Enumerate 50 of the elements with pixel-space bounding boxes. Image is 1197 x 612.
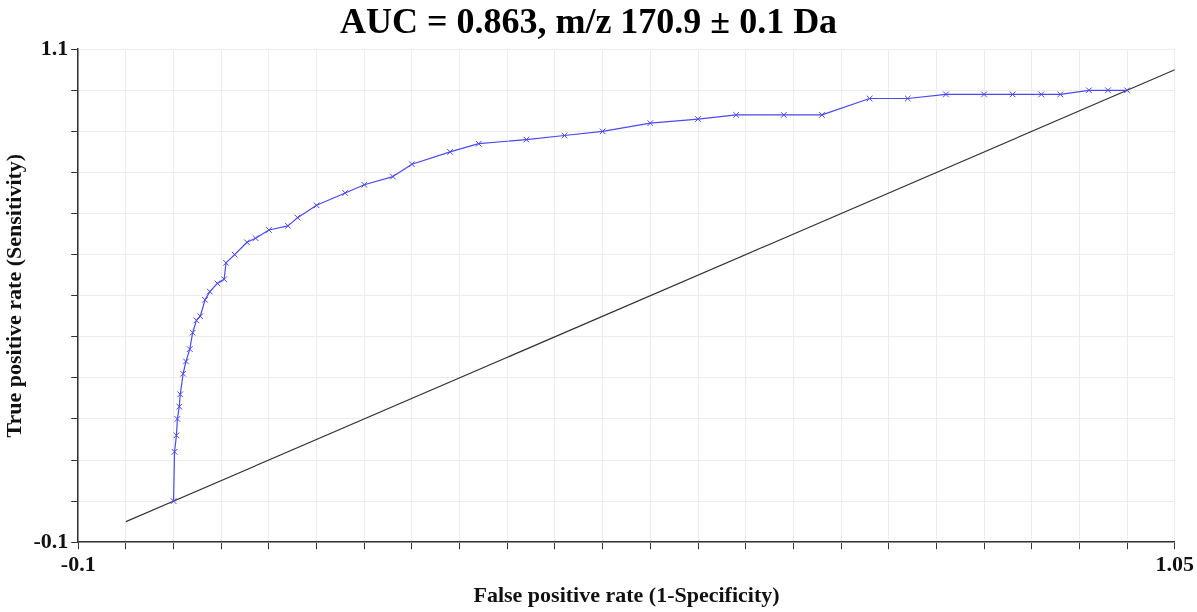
point xyxy=(904,95,912,102)
point xyxy=(389,173,397,180)
point xyxy=(175,403,183,410)
point xyxy=(360,181,368,189)
point xyxy=(1123,86,1131,94)
point xyxy=(220,275,228,283)
point xyxy=(341,189,349,197)
point xyxy=(1057,91,1064,98)
x-axis-title: False positive rate (1-Specificity) xyxy=(473,582,780,608)
point xyxy=(179,370,187,378)
point xyxy=(252,234,259,242)
point xyxy=(475,140,483,148)
point xyxy=(980,91,988,98)
point xyxy=(189,329,196,336)
point xyxy=(942,91,950,98)
point xyxy=(780,111,788,119)
chart-title: AUC = 0.863, m/z 170.9 ± 0.1 Da xyxy=(339,0,838,41)
point xyxy=(1104,86,1112,94)
point xyxy=(1085,86,1093,94)
y-axis-title: True positive rate (Sensitivity) xyxy=(0,153,26,438)
x-tick-label: 1.05 xyxy=(1155,551,1194,577)
point xyxy=(1009,91,1016,98)
point xyxy=(523,136,530,143)
point xyxy=(243,238,251,246)
point xyxy=(599,128,606,135)
point xyxy=(1037,91,1045,98)
point xyxy=(186,345,194,353)
point xyxy=(206,288,214,295)
point xyxy=(446,148,454,156)
point xyxy=(732,111,740,119)
point xyxy=(866,95,873,102)
point xyxy=(176,390,184,398)
point xyxy=(182,358,190,365)
point xyxy=(201,296,209,304)
point xyxy=(408,160,416,168)
point xyxy=(214,280,221,287)
point xyxy=(171,448,178,456)
point xyxy=(284,222,292,230)
point xyxy=(313,201,320,209)
point xyxy=(818,111,826,119)
point xyxy=(196,312,204,320)
point xyxy=(170,497,177,505)
point xyxy=(173,432,180,439)
point xyxy=(222,259,230,267)
point xyxy=(231,251,238,258)
point xyxy=(193,317,200,324)
y-tick-label: 1.1 xyxy=(40,34,69,60)
point xyxy=(174,415,181,423)
point xyxy=(647,119,654,127)
point xyxy=(294,214,301,221)
